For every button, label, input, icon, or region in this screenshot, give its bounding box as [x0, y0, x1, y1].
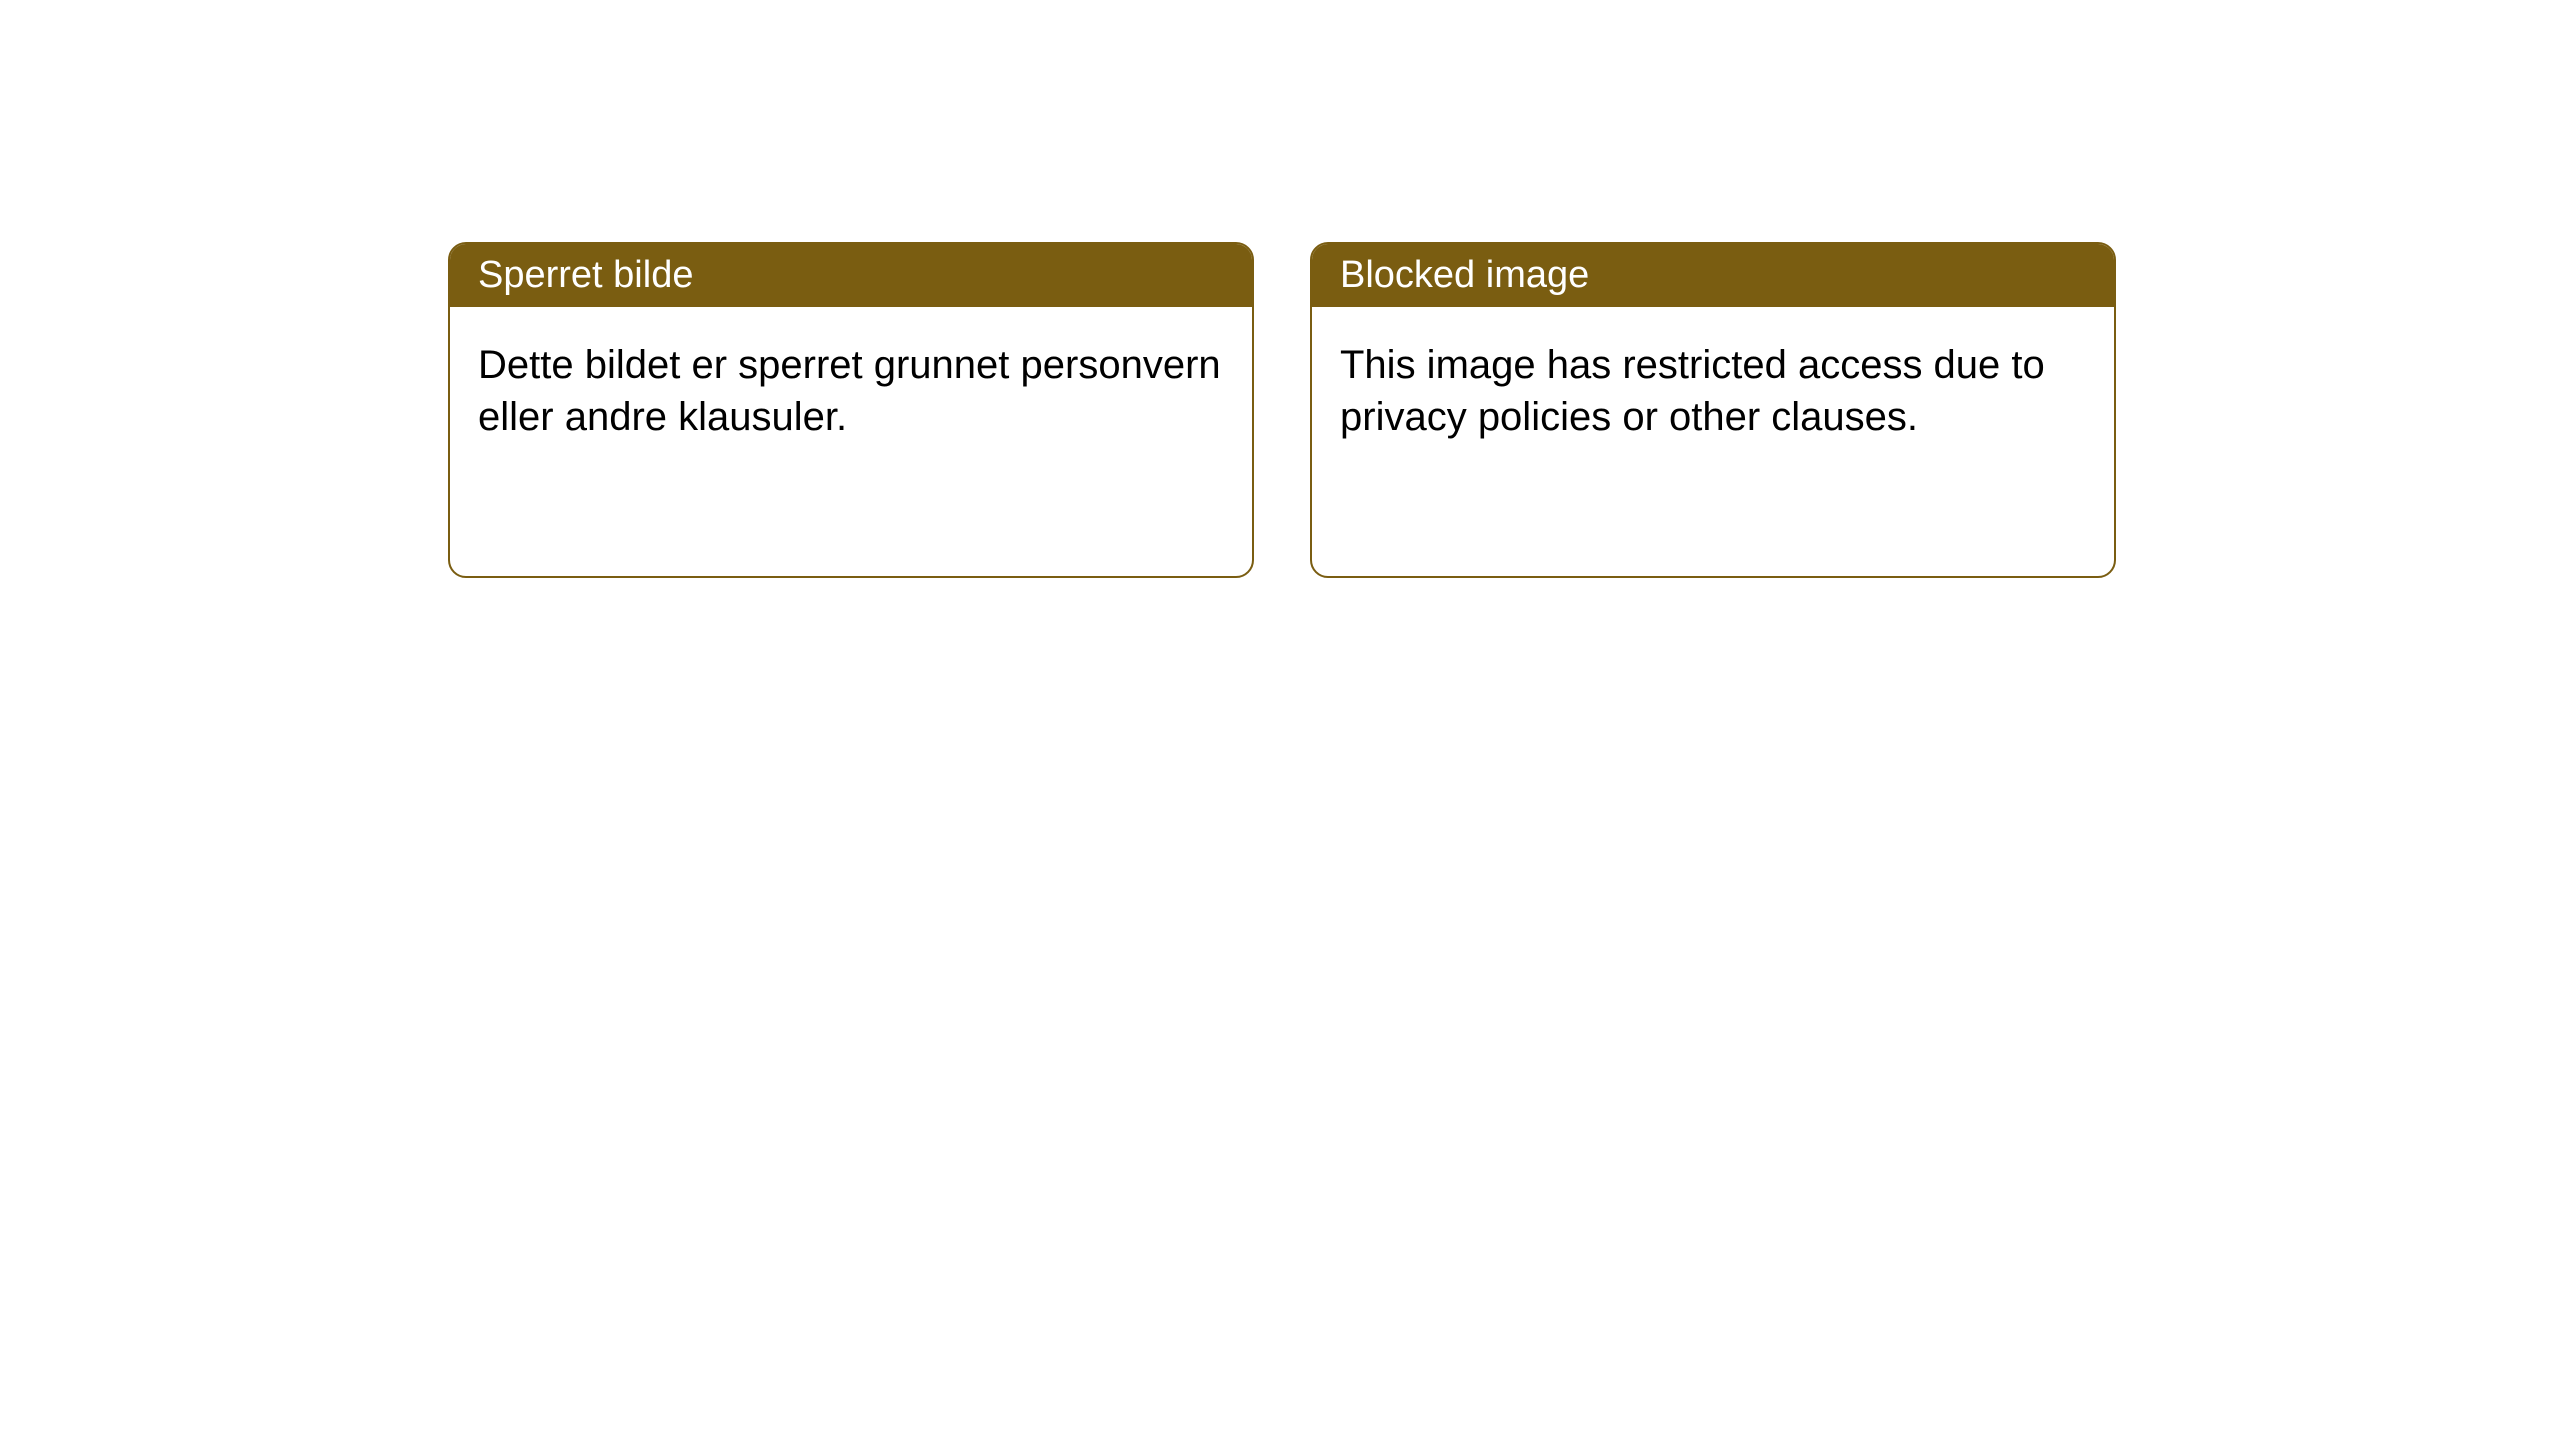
notice-text-norwegian: Dette bildet er sperret grunnet personve…: [478, 343, 1221, 439]
notice-body-english: This image has restricted access due to …: [1312, 307, 2114, 475]
notice-card-norwegian: Sperret bilde Dette bildet er sperret gr…: [448, 242, 1254, 578]
notice-body-norwegian: Dette bildet er sperret grunnet personve…: [450, 307, 1252, 475]
notice-header-norwegian: Sperret bilde: [450, 244, 1252, 307]
notice-text-english: This image has restricted access due to …: [1340, 343, 2045, 439]
notice-title-english: Blocked image: [1340, 254, 1589, 296]
notice-title-norwegian: Sperret bilde: [478, 254, 693, 296]
notice-card-english: Blocked image This image has restricted …: [1310, 242, 2116, 578]
notice-header-english: Blocked image: [1312, 244, 2114, 307]
notice-container: Sperret bilde Dette bildet er sperret gr…: [0, 0, 2560, 578]
